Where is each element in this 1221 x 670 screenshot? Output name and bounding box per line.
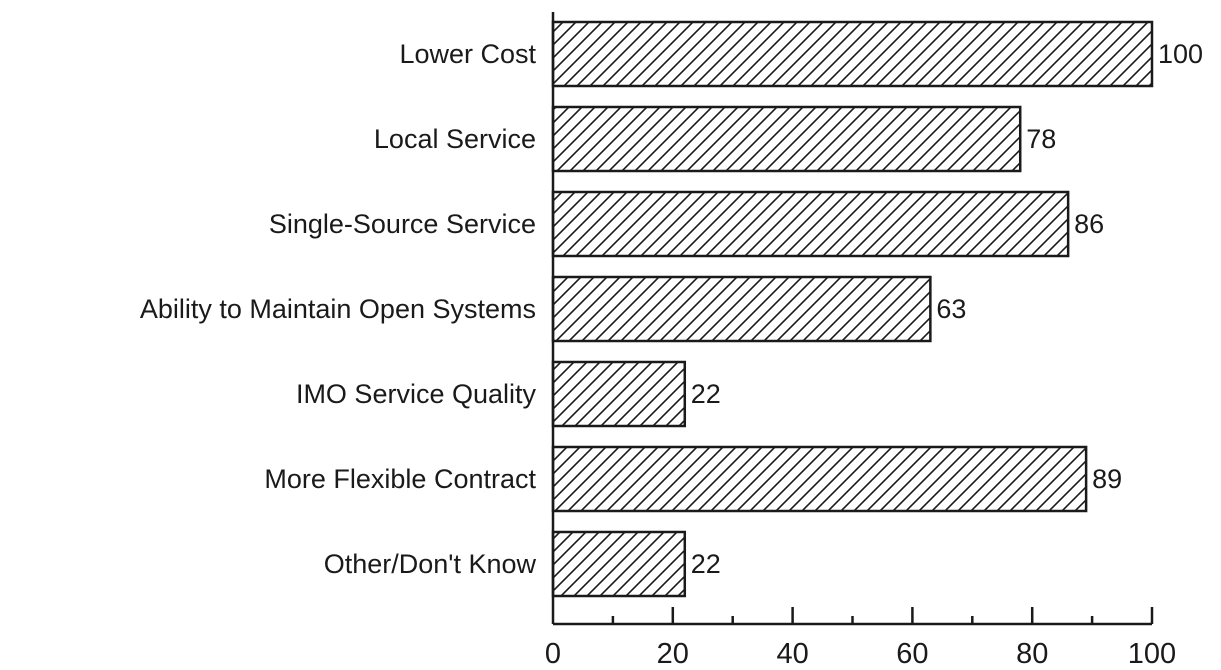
category-label: Lower Cost — [399, 39, 536, 69]
data-label: 89 — [1092, 464, 1122, 494]
data-label: 86 — [1074, 209, 1104, 239]
data-label: 78 — [1026, 124, 1056, 154]
category-label: More Flexible Contract — [264, 464, 536, 494]
axis-layer: 0 20 40 60 80 100 — [545, 12, 1176, 670]
bar — [551, 20, 1154, 88]
bar — [551, 530, 687, 598]
x-tick-label: 40 — [776, 638, 808, 670]
x-tick-label: 20 — [657, 638, 689, 670]
bar — [551, 360, 687, 428]
bars-layer: Lower Cost 100 Local Service 78 Single-Sourc… — [140, 20, 1203, 598]
bar — [551, 105, 1022, 173]
data-label: 63 — [936, 294, 966, 324]
bar — [551, 275, 932, 343]
x-tick-label: 60 — [896, 638, 928, 670]
category-label: IMO Service Quality — [296, 379, 537, 409]
data-label: 22 — [691, 379, 721, 409]
bar — [551, 445, 1088, 513]
data-label: 22 — [691, 549, 721, 579]
category-label: Ability to Maintain Open Systems — [140, 294, 536, 324]
category-label: Local Service — [374, 124, 536, 154]
data-label: 100 — [1158, 39, 1203, 69]
category-label: Single-Source Service — [269, 209, 536, 239]
category-label: Other/Don't Know — [324, 549, 537, 579]
bar — [551, 190, 1070, 258]
x-tick-label: 80 — [1016, 638, 1048, 670]
x-tick-label: 0 — [545, 638, 561, 670]
x-tick-label: 100 — [1128, 638, 1176, 670]
